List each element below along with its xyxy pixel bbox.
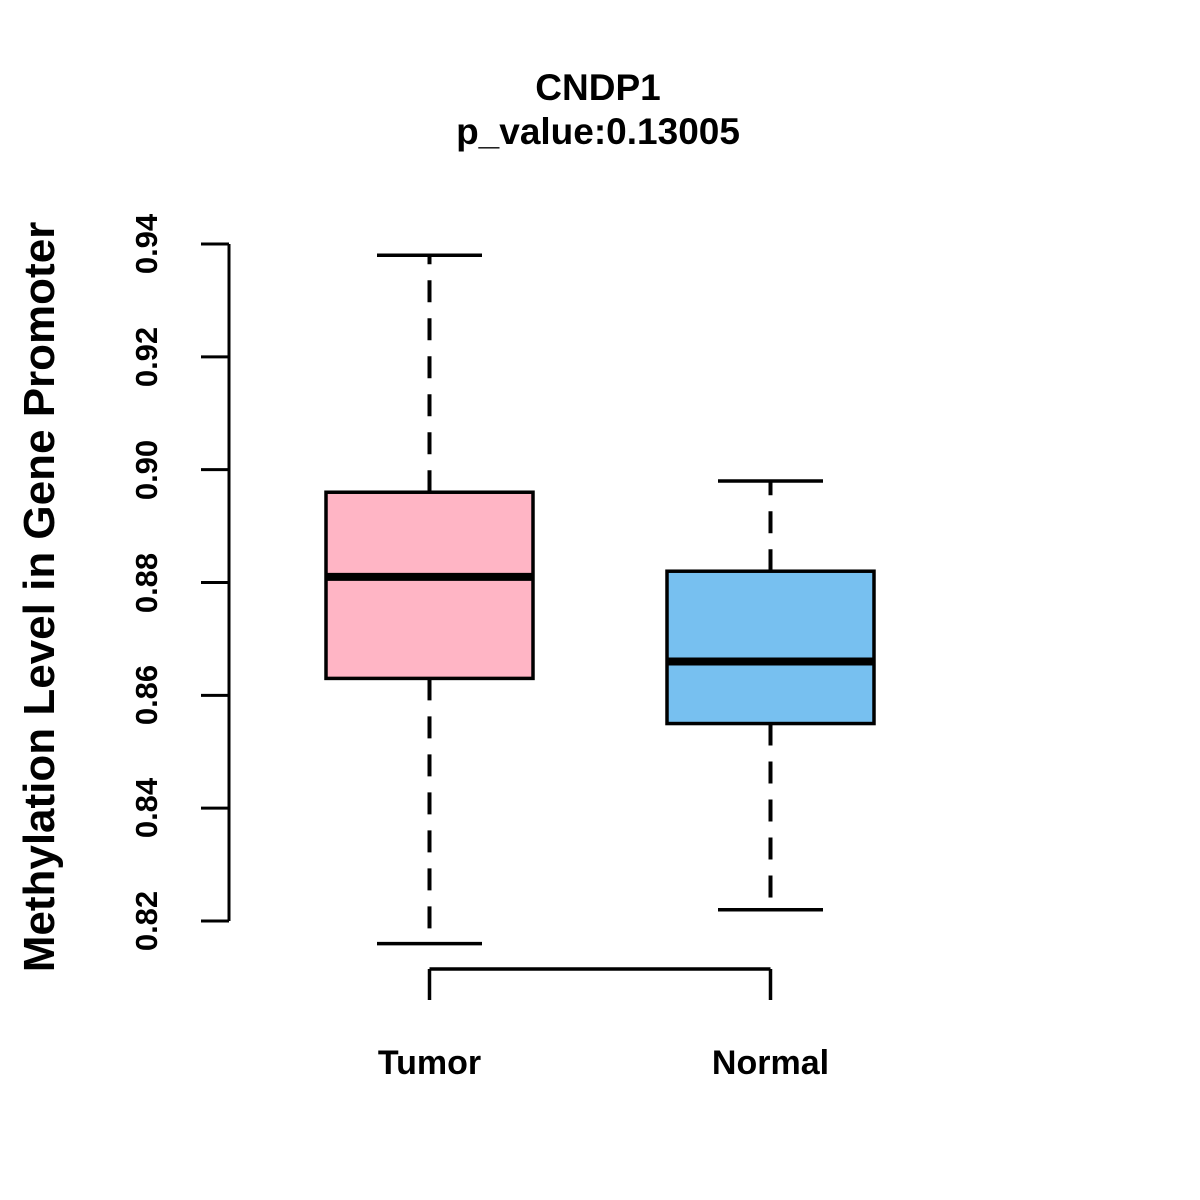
y-tick-label: 0.88 [129, 552, 164, 613]
chart-title: CNDP1 [535, 67, 661, 108]
chart-title-block: CNDP1 p_value:0.13005 [0, 66, 1196, 154]
box-normal [665, 569, 876, 726]
x-category-label-tumor: Tumor [377, 1044, 482, 1082]
y-tick-label: 0.84 [129, 777, 164, 839]
x-category-label-normal: Normal [711, 1044, 830, 1082]
y-tick-label: 0.82 [129, 890, 164, 952]
y-tick-label: 0.94 [129, 213, 164, 275]
chart-subtitle: p_value:0.13005 [456, 111, 740, 152]
box-tumor [324, 490, 535, 681]
y-tick-label: 0.92 [129, 326, 164, 387]
y-tick-label: 0.90 [129, 439, 164, 500]
y-tick-label: 0.86 [129, 665, 164, 726]
